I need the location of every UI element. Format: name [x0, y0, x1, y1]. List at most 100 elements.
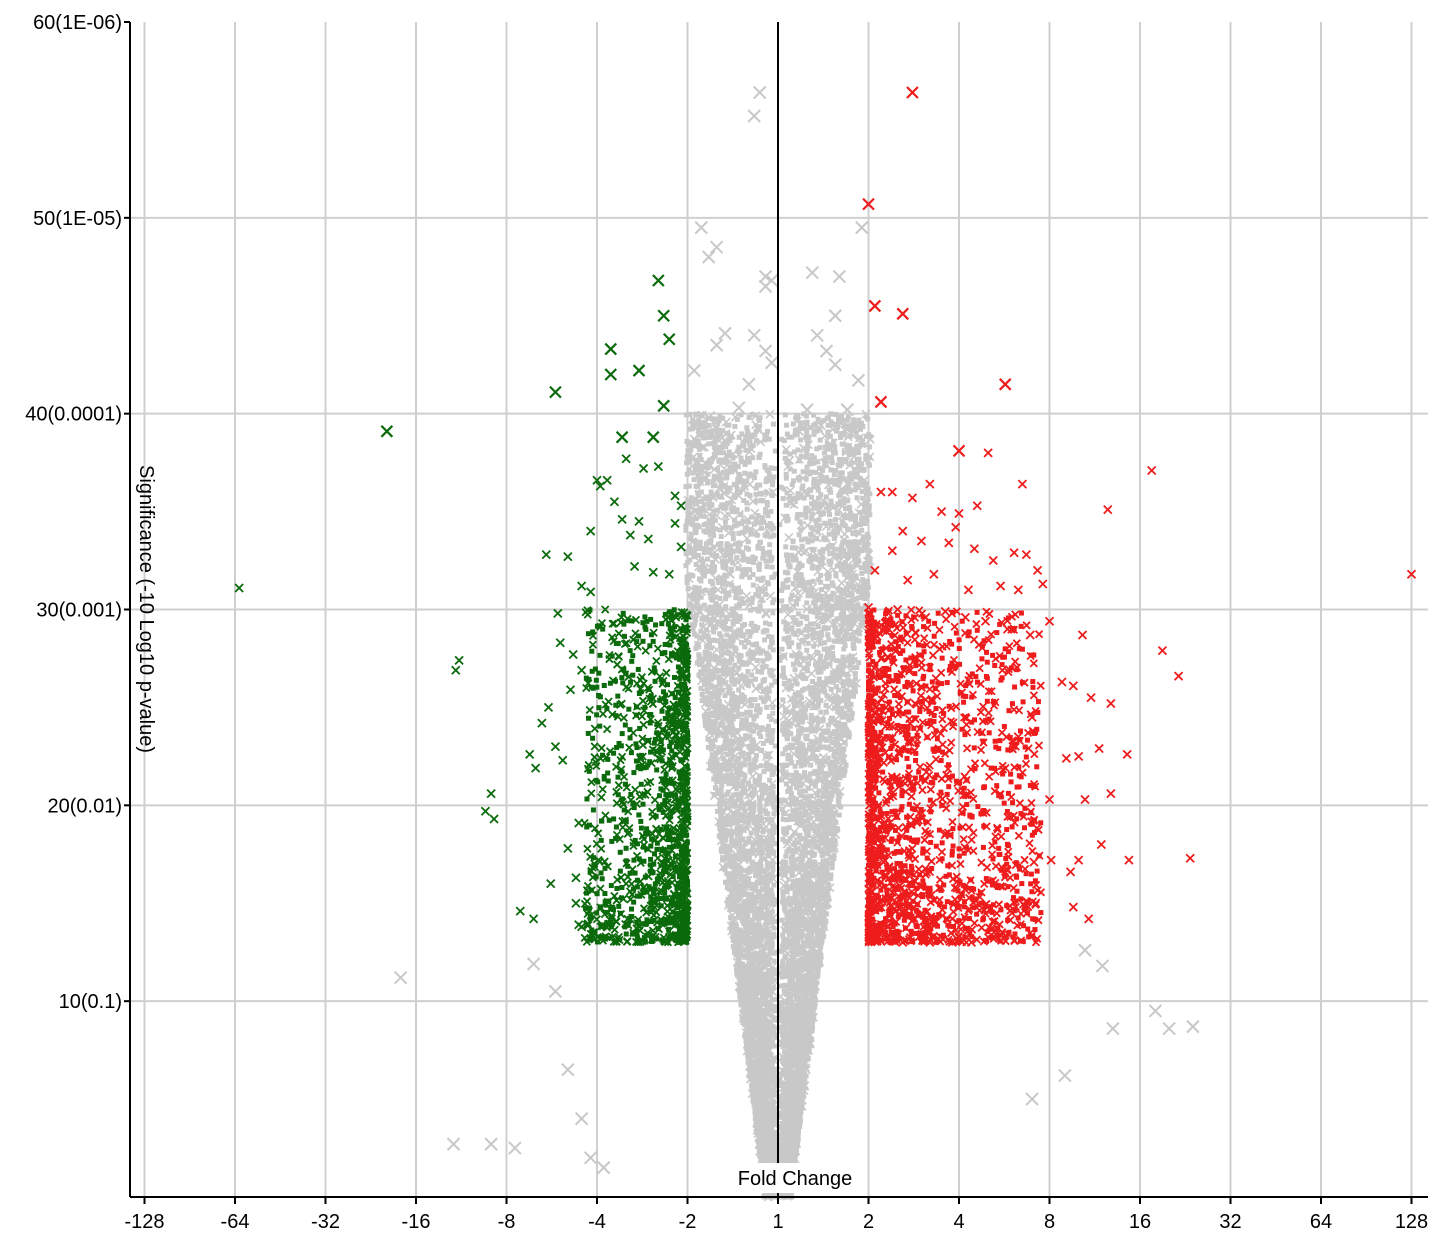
ns-point [756, 454, 762, 460]
ns-point [767, 669, 773, 675]
ns-point [703, 700, 709, 706]
ns-point [762, 838, 768, 844]
ns-point [726, 874, 732, 880]
ns-point [706, 529, 712, 535]
ns-point [746, 756, 752, 762]
ns-point [750, 841, 756, 847]
ns-point [769, 673, 775, 679]
ns-point [756, 823, 762, 829]
ns-point [738, 952, 744, 958]
ns-point [768, 717, 774, 723]
ns-point [714, 475, 720, 481]
ns-point [698, 604, 704, 610]
ns-point [731, 588, 737, 594]
ns-point [686, 458, 692, 464]
ns-point [724, 430, 730, 436]
ns-point [701, 522, 707, 528]
ns-point [765, 1110, 771, 1116]
ns-point [699, 569, 705, 575]
ns-point [711, 476, 717, 482]
ns-point [701, 602, 707, 608]
ns-point [742, 808, 748, 814]
ns-point [715, 808, 721, 814]
ns-point [720, 733, 726, 739]
ns-point [724, 767, 730, 773]
ns-point [745, 527, 751, 533]
ns-point [764, 800, 770, 806]
ns-point [753, 491, 759, 497]
ns-point [716, 698, 722, 704]
ns-point [769, 849, 775, 855]
ns-point [724, 752, 730, 758]
ns-point [723, 505, 729, 511]
ns-point [717, 485, 723, 491]
ns-point [764, 1005, 770, 1011]
ns-point [770, 610, 776, 616]
ns-point [751, 475, 757, 481]
ns-point [755, 1126, 761, 1132]
ns-point [722, 444, 728, 450]
ns-point [693, 528, 699, 534]
ns-point [767, 1020, 773, 1026]
ns-point [712, 517, 718, 523]
ns-point [760, 913, 766, 919]
ns-point [767, 621, 773, 627]
ns-point [720, 564, 726, 570]
ns-point [766, 472, 772, 478]
ns-point [734, 785, 740, 791]
ns-point [747, 761, 753, 767]
ns-point [701, 664, 707, 670]
ns-point [758, 539, 764, 545]
ns-point [753, 438, 759, 444]
ns-point [714, 765, 720, 771]
ns-point [738, 868, 744, 874]
ns-point [754, 657, 760, 663]
ns-point [767, 1027, 773, 1033]
ns-point [770, 533, 776, 539]
ns-point [695, 490, 701, 496]
ns-point [711, 624, 717, 630]
ns-point [723, 626, 729, 632]
ns-point [756, 921, 762, 927]
ns-point [721, 724, 727, 730]
ns-point [760, 965, 766, 971]
ns-point [711, 704, 717, 710]
ns-point [732, 662, 738, 668]
ns-point [736, 530, 742, 536]
ns-point [749, 1088, 755, 1094]
ns-point [739, 521, 745, 527]
ns-point [739, 903, 745, 909]
ns-point [760, 1158, 766, 1164]
ns-point [763, 550, 769, 556]
ns-point [730, 666, 736, 672]
ns-point [755, 703, 761, 709]
ns-point [686, 451, 692, 457]
ns-point [747, 1054, 753, 1060]
ns-point [714, 701, 720, 707]
ns-point [726, 543, 732, 549]
ns-point [730, 699, 736, 705]
ns-point [725, 856, 731, 862]
ns-point [758, 525, 764, 531]
ns-point [730, 779, 736, 785]
ns-point [724, 422, 730, 428]
ns-point [764, 564, 770, 570]
ns-point [724, 632, 730, 638]
ns-point [764, 580, 770, 586]
ns-point [746, 898, 752, 904]
ns-point [717, 767, 723, 773]
ns-point [753, 1059, 759, 1065]
ns-point [722, 553, 728, 559]
ns-point [751, 743, 757, 749]
ns-point [697, 564, 703, 570]
ns-point [757, 800, 763, 806]
ns-point [767, 644, 773, 650]
ns-point [739, 929, 745, 935]
ns-point [711, 451, 717, 457]
ns-point [712, 755, 718, 761]
ns-point [740, 750, 746, 756]
ns-point [721, 668, 727, 674]
ns-point [742, 484, 748, 490]
ns-point [748, 703, 754, 709]
ns-point [770, 647, 776, 653]
